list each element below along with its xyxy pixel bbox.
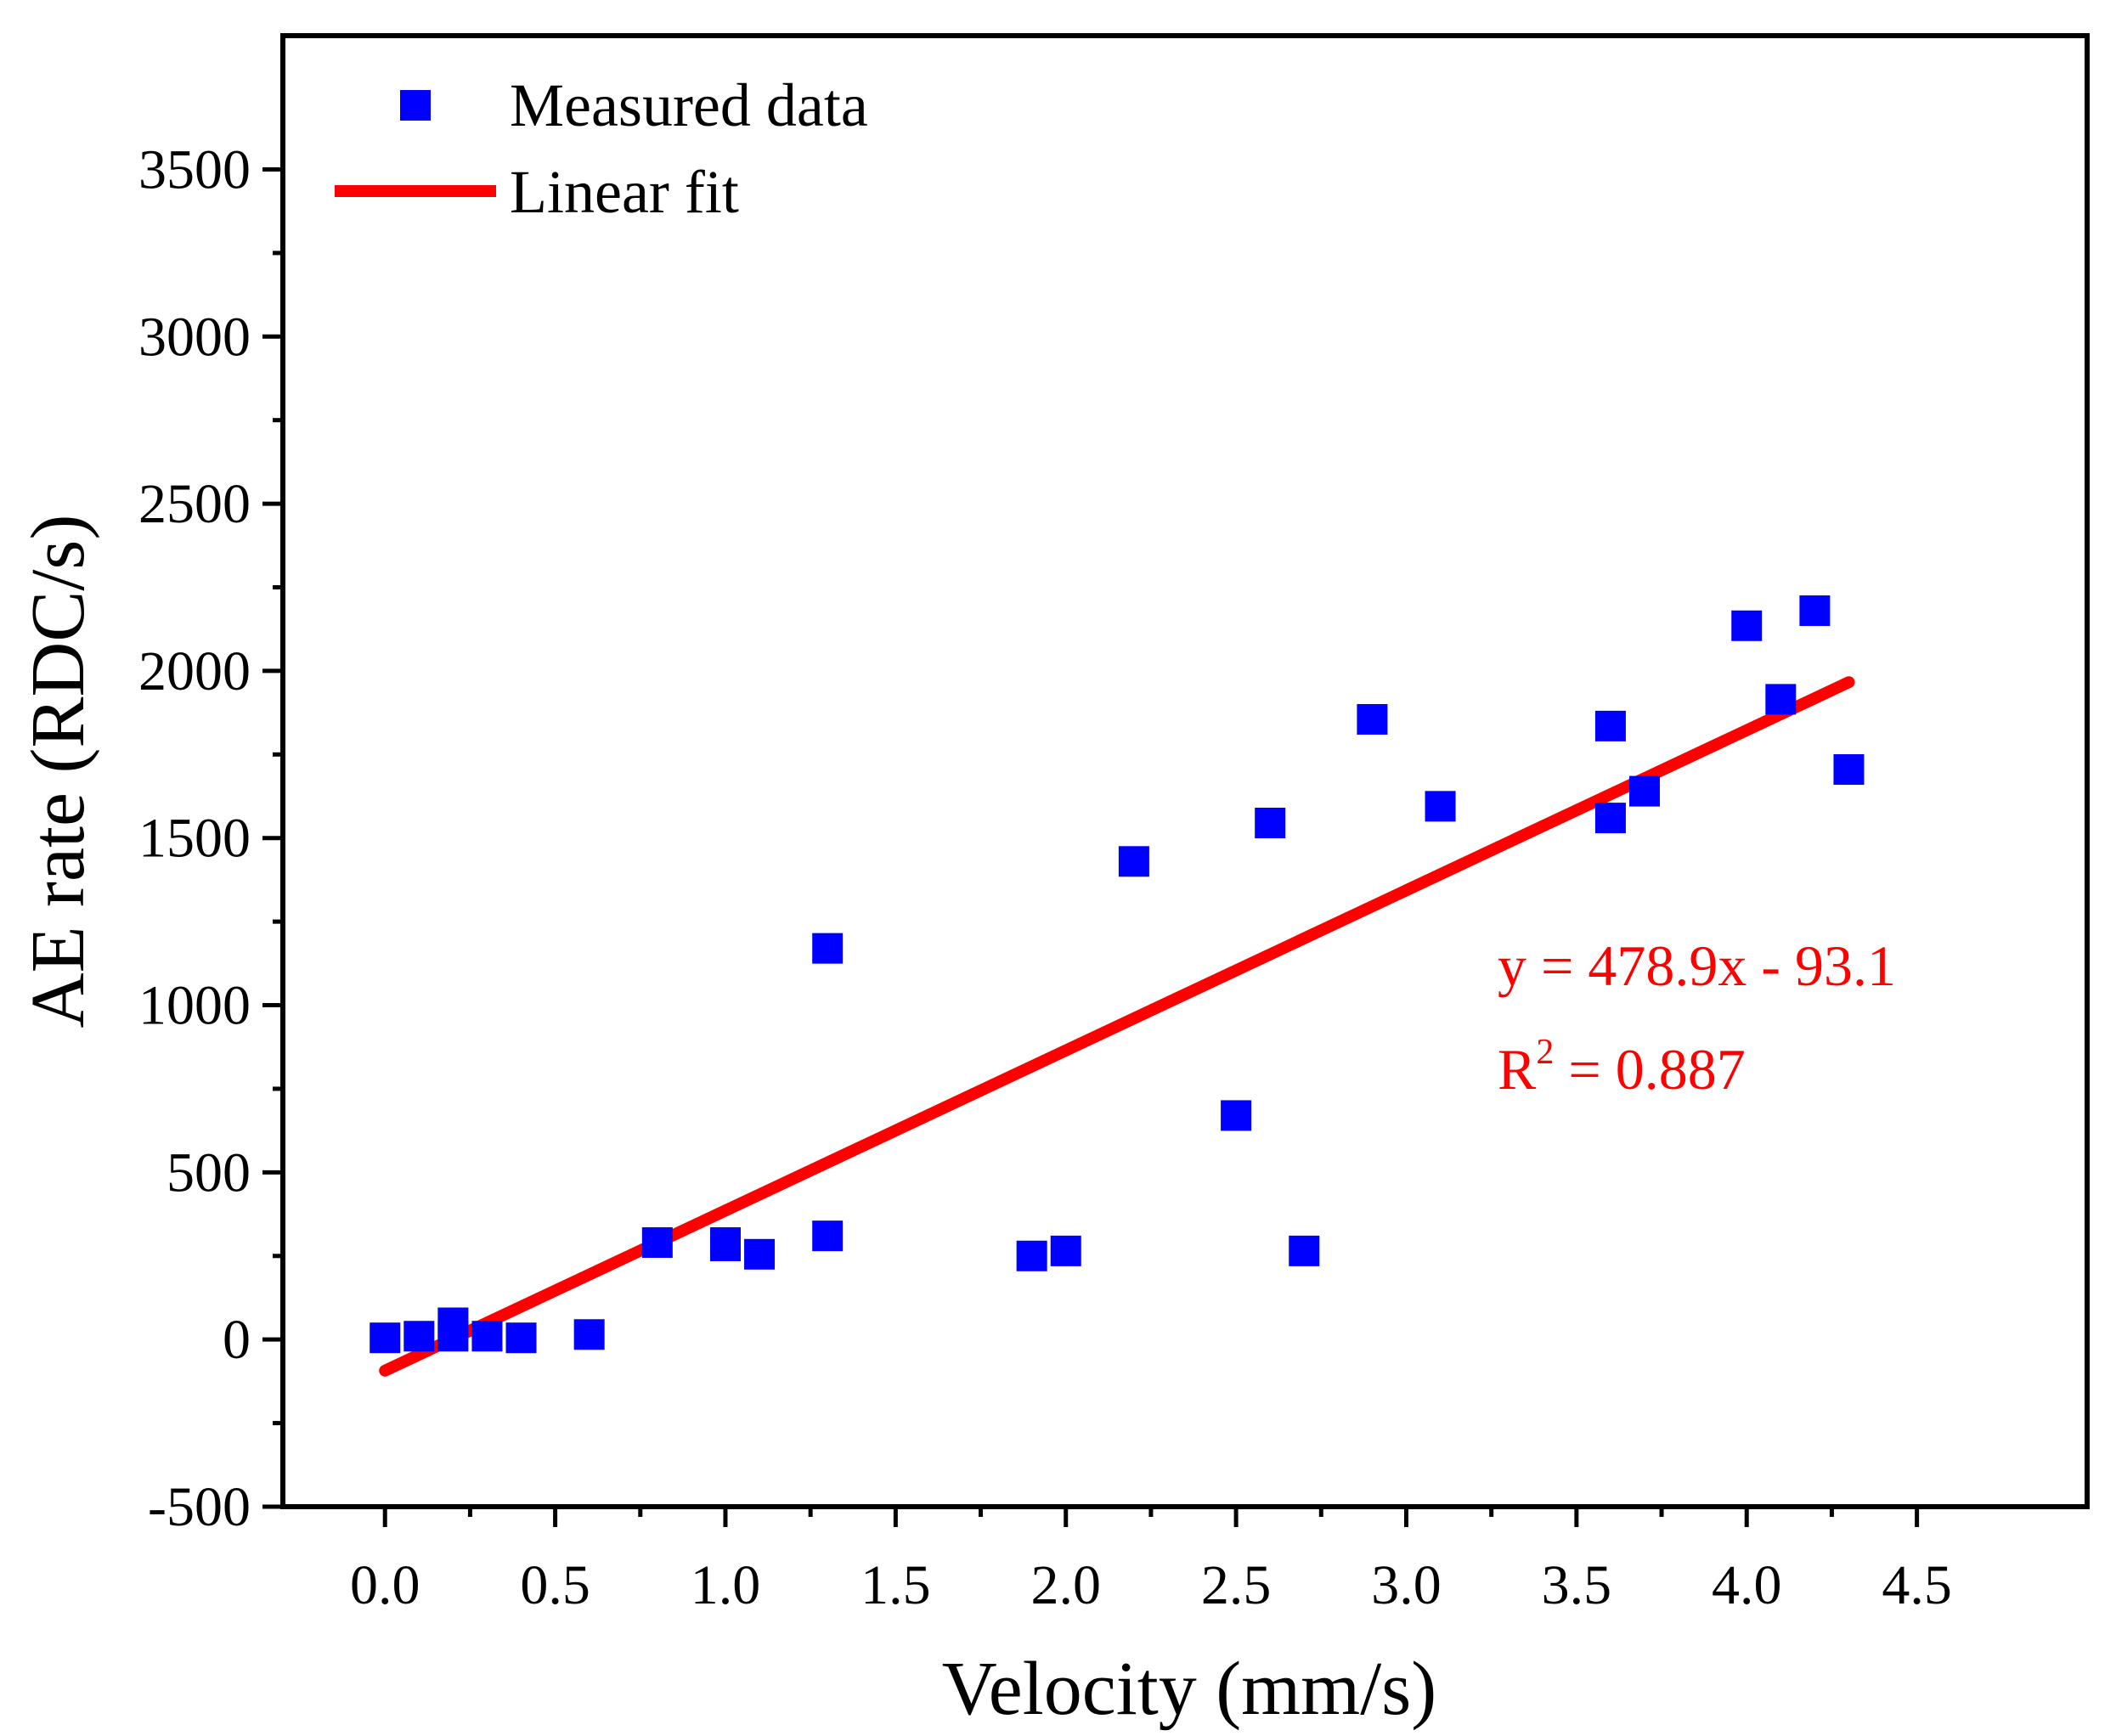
data-point [1118,846,1149,877]
y-axis-ticks: -500 0 500 1000 1500 2000 2500 3000 3500 [138,138,283,1538]
x-tick-label: 0.0 [350,1554,420,1616]
data-point [812,1220,844,1252]
plot-frame [280,33,2090,1509]
data-point [1255,808,1286,839]
y-tick-label: 3500 [138,138,251,200]
x-tick-label: 2.0 [1030,1554,1101,1616]
x-tick-label: 4.5 [1882,1554,1952,1616]
data-point [1221,1100,1252,1131]
data-point [1731,610,1763,641]
data-point [1289,1235,1320,1266]
data-point [744,1238,776,1270]
data-point [505,1322,537,1354]
data-point [1629,775,1661,807]
y-tick-label: 1000 [138,975,251,1037]
fit-equation: y = 478.9x - 93.1 [1498,933,1896,998]
data-point [709,1230,741,1261]
y-axis-title: AE rate (RDC/s) [16,515,100,1029]
y-tick-label: 2000 [138,640,251,702]
y-tick-label: 1500 [138,808,251,870]
r-squared-value: = 0.887 [1554,1037,1745,1102]
y-tick-label: 500 [166,1141,251,1203]
data-point [370,1322,401,1354]
x-axis-ticks: 0.0 0.5 1.0 1.5 2.0 2.5 3.0 3.5 4.0 4.5 [350,1507,1952,1616]
data-point [1594,803,1626,834]
data-point [437,1321,469,1352]
legend: Measured data Linear fit [335,71,868,226]
data-points-layer [370,595,1865,1354]
data-point [403,1321,435,1352]
y-tick-label: 0 [223,1309,251,1371]
data-point [641,1227,673,1259]
x-tick-label: 0.5 [520,1554,590,1616]
data-point [1016,1240,1047,1271]
y-tick-label: 2500 [138,473,251,535]
data-point [1357,703,1388,735]
x-axis-title: Velocity (mm/s) [942,1647,1436,1731]
data-point [1425,791,1456,822]
y-tick-label: 3000 [138,306,251,368]
data-point [1050,1235,1081,1266]
y-tick-label: -500 [148,1476,251,1538]
legend-marker-measured [400,90,431,121]
x-tick-label: 1.0 [691,1554,761,1616]
data-point [1765,684,1797,715]
data-point [1799,595,1831,627]
data-point [812,933,844,964]
data-point [1833,754,1865,786]
x-tick-label: 3.0 [1371,1554,1442,1616]
legend-label-fit: Linear fit [510,158,739,226]
x-tick-label: 1.5 [861,1554,931,1616]
data-point [1594,710,1626,741]
r-squared-symbol: R [1498,1037,1537,1102]
linear-fit-line [379,676,1855,1377]
fit-line-layer [379,676,1855,1377]
data-point [573,1319,605,1350]
x-tick-label: 4.0 [1712,1554,1782,1616]
legend-label-measured: Measured data [510,71,868,139]
r-squared: R2 = 0.887 [1498,1033,1746,1102]
r-squared-superscript: 2 [1536,1033,1554,1072]
x-tick-label: 2.5 [1201,1554,1272,1616]
data-point [471,1321,503,1352]
x-tick-label: 3.5 [1542,1554,1612,1616]
